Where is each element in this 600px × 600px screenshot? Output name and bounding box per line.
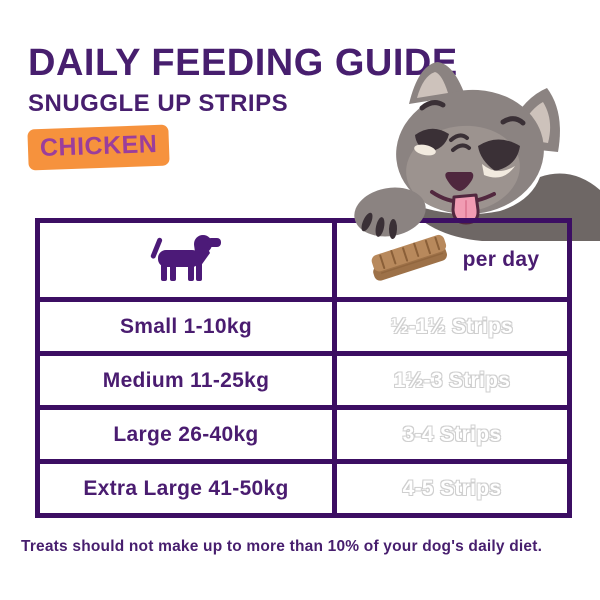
dog-size-label: Small 1-10kg [120, 314, 252, 338]
strips-amount-label: 4-5 Strips [402, 476, 502, 500]
dog-size-label: Extra Large 41-50kg [83, 476, 289, 500]
treat-strips-icon [371, 234, 447, 281]
feeding-table: per day Small 1-10kg ½-1½ Strips Medium … [35, 218, 572, 518]
table-row: Extra Large 41-50kg 4-5 Strips [40, 459, 567, 513]
footnote: Treats should not make up to more than 1… [21, 538, 543, 555]
table-header-row: per day [40, 223, 567, 297]
table-row: Small 1-10kg ½-1½ Strips [40, 297, 567, 351]
header-amount-cell: per day [337, 223, 567, 297]
dog-silhouette-icon [150, 235, 221, 281]
strips-amount-label: 3-4 Strips [402, 422, 502, 446]
dog-size-label: Large 26-40kg [113, 422, 259, 446]
table-row: Medium 11-25kg 1½-3 Strips [40, 351, 567, 405]
per-day-label: per day [462, 248, 540, 271]
page-subtitle: SNUGGLE UP STRIPS [28, 90, 289, 117]
dog-paw-illustration [354, 187, 426, 239]
strips-amount-label: 1½-3 Strips [393, 368, 511, 392]
page-title: DAILY FEEDING GUIDE [28, 42, 458, 84]
dog-mascot-illustration [396, 62, 600, 241]
flavor-badge: CHICKEN [27, 124, 171, 171]
flavor-badge-label: CHICKEN [39, 129, 158, 163]
table-row: Large 26-40kg 3-4 Strips [40, 405, 567, 459]
dog-size-label: Medium 11-25kg [102, 368, 270, 392]
header-dog-cell [40, 223, 337, 297]
strips-amount-label: ½-1½ Strips [390, 314, 514, 338]
